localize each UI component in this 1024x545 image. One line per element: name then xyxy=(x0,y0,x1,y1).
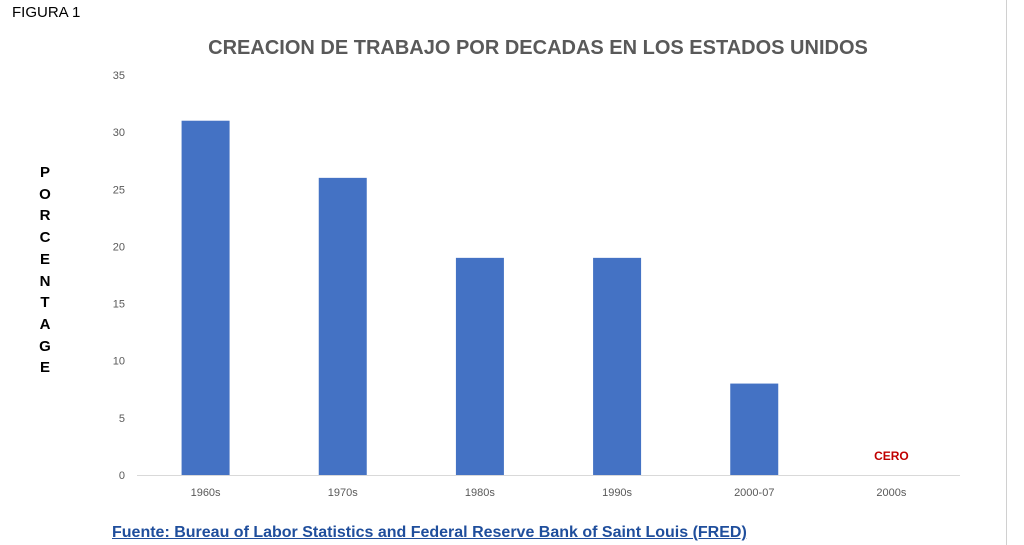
x-tick-label: 1960s xyxy=(191,487,221,499)
x-tick-label: 2000s xyxy=(876,487,906,499)
x-tick-label: 1970s xyxy=(328,487,358,499)
y-axis-label-letter: G xyxy=(39,337,51,355)
y-axis-label-letter: T xyxy=(40,294,50,312)
chart-title: CREACION DE TRABAJO POR DECADAS EN LOS E… xyxy=(208,37,868,59)
y-axis-label-letter: O xyxy=(39,185,51,203)
page-edge-divider xyxy=(1006,0,1007,545)
y-tick-label: 5 xyxy=(119,413,125,425)
y-axis-label-letter: E xyxy=(39,359,50,377)
y-axis-label-letter: N xyxy=(39,272,51,290)
figure-label: FIGURA 1 xyxy=(12,4,81,21)
bar-1970s xyxy=(318,177,367,475)
y-tick-label: 0 xyxy=(119,470,125,482)
y-tick-label: 20 xyxy=(113,241,125,253)
y-tick-label: 35 xyxy=(113,70,125,82)
bar-1990s xyxy=(593,257,642,475)
bar-2000-07 xyxy=(730,383,779,475)
y-axis-label-letter: E xyxy=(39,250,50,268)
x-tick-label: 2000-07 xyxy=(734,487,774,499)
y-axis-label-letter: R xyxy=(39,207,51,225)
y-tick-label: 10 xyxy=(113,356,125,368)
annotation-label: CERO xyxy=(874,449,909,463)
y-tick-label: 25 xyxy=(113,184,125,196)
bar-1980s xyxy=(455,257,504,475)
y-tick-label: 15 xyxy=(113,299,125,311)
y-axis-label-letter: C xyxy=(39,229,51,247)
bar-1960s xyxy=(181,120,230,475)
source-link[interactable]: Fuente: Bureau of Labor Statistics and F… xyxy=(112,524,747,541)
x-tick-label: 1990s xyxy=(602,487,632,499)
x-tick-label: 1980s xyxy=(465,487,495,499)
y-axis-label-letter: P xyxy=(39,164,50,181)
y-axis-label-letter: A xyxy=(39,315,51,333)
y-tick-label: 30 xyxy=(113,127,125,139)
